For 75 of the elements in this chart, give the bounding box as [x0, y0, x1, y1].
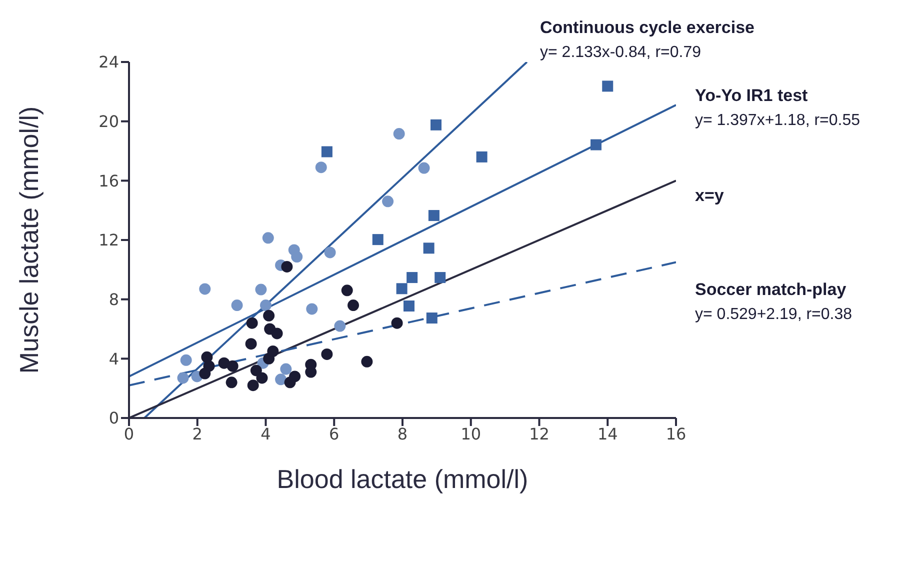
y-tick-label: 20 — [98, 112, 119, 132]
x-tick-label: 12 — [529, 424, 550, 444]
point — [393, 128, 405, 140]
point — [289, 370, 301, 382]
point — [199, 283, 211, 295]
y-tick-label: 12 — [98, 230, 119, 250]
point — [602, 80, 614, 92]
point — [280, 363, 292, 375]
x-tick-label: 2 — [192, 424, 202, 444]
point — [275, 374, 287, 386]
point — [281, 260, 293, 272]
series-label: x=y — [695, 186, 724, 206]
y-tick-label: 4 — [108, 349, 119, 368]
x-tick-label: 8 — [397, 424, 408, 444]
point — [263, 310, 275, 322]
point — [177, 372, 189, 384]
x-tick-label: 16 — [666, 424, 686, 444]
x-axis-title: Blood lactate (mmol/l) — [276, 464, 528, 494]
point — [218, 357, 230, 369]
point — [262, 232, 274, 244]
point — [430, 119, 442, 130]
point — [321, 348, 333, 360]
point — [245, 338, 257, 350]
point — [391, 317, 403, 329]
point — [315, 162, 327, 174]
series-label: Continuous cycle exercise — [540, 18, 754, 38]
point — [256, 372, 268, 384]
point — [255, 284, 267, 296]
point — [382, 196, 394, 208]
point — [361, 356, 373, 368]
point — [372, 234, 384, 246]
x-tick-label: 6 — [329, 424, 340, 444]
text: y= 0.529+2.19, r=0.38 — [695, 306, 852, 324]
point — [423, 242, 434, 254]
point — [231, 300, 243, 312]
point — [180, 354, 192, 366]
y-tick-label: 8 — [108, 290, 119, 310]
point — [250, 364, 262, 376]
point — [291, 251, 303, 263]
point — [260, 300, 272, 312]
point — [226, 360, 238, 372]
point — [334, 320, 346, 332]
point — [434, 272, 446, 284]
series-label: Yo-Yo IR1 test — [695, 86, 808, 106]
point — [271, 328, 283, 340]
text: y= 2.133x-0.84, r=0.79 — [540, 44, 701, 62]
point — [246, 317, 258, 329]
point — [306, 303, 318, 315]
x-tick-label: 4 — [260, 424, 271, 444]
text: y= 1.397x+1.18, r=0.55 — [695, 112, 860, 130]
x-tick-label: 14 — [597, 424, 618, 444]
point — [201, 351, 213, 363]
point — [396, 283, 408, 294]
x-tick-label: 10 — [460, 424, 482, 444]
point — [403, 300, 414, 312]
point — [476, 151, 488, 162]
point — [406, 272, 418, 284]
point — [348, 300, 360, 312]
point — [247, 380, 259, 392]
point — [324, 246, 336, 258]
point — [226, 376, 238, 388]
point — [590, 139, 602, 150]
point — [418, 162, 430, 174]
point — [341, 284, 353, 296]
point — [428, 210, 440, 222]
x-tick-label: 0 — [124, 424, 134, 444]
y-axis-title: Muscle lactate (mmol/l) — [14, 106, 44, 374]
point — [263, 352, 275, 364]
point — [321, 146, 332, 158]
point — [426, 312, 438, 324]
y-tick-label: 16 — [98, 171, 119, 190]
y-tick-label: 0 — [108, 408, 119, 428]
y-tick-label: 24 — [98, 52, 119, 72]
point — [199, 368, 211, 380]
series-label: Soccer match-play — [695, 280, 846, 300]
